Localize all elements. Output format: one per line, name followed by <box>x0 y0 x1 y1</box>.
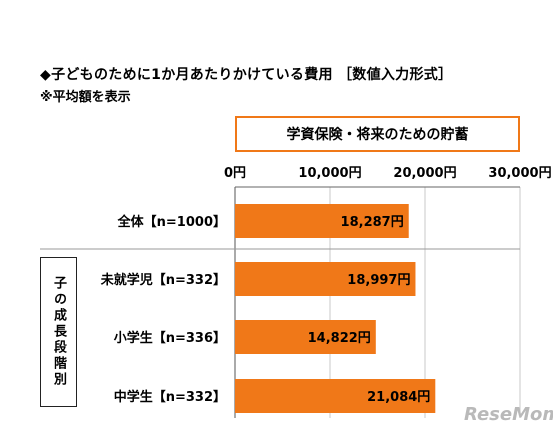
bar <box>235 262 416 296</box>
chart-note: ※平均額を表示 <box>40 90 131 105</box>
bar <box>235 204 409 238</box>
category-label: 未就学児【n=332】 <box>100 272 226 288</box>
x-tick-label: 10,000円 <box>298 166 361 181</box>
resemom-logo: ReseMom <box>464 404 553 425</box>
category-label: 全体【n=1000】 <box>117 214 226 230</box>
group-label-box: 子の成長段階別 <box>40 257 77 407</box>
chart-heading: ◆子どものために1か月あたりかけている費用 ［数値入力形式］ <box>40 67 453 83</box>
bar <box>235 320 376 354</box>
data-label: 18,997円 <box>347 273 410 288</box>
x-tick-label: 30,000円 <box>488 166 551 181</box>
data-label: 21,084円 <box>367 390 430 405</box>
category-label: 小学生【n=336】 <box>114 330 226 346</box>
data-label: 18,287円 <box>341 215 404 230</box>
panel-title: 学資保険・将来のための貯蓄 <box>235 116 520 152</box>
x-tick-label: 20,000円 <box>393 166 456 181</box>
category-label: 中学生【n=332】 <box>114 389 226 405</box>
data-label: 14,822円 <box>308 331 371 346</box>
group-label: 子の成長段階別 <box>51 276 66 388</box>
bar <box>235 379 436 413</box>
x-tick-label: 0円 <box>224 166 246 181</box>
